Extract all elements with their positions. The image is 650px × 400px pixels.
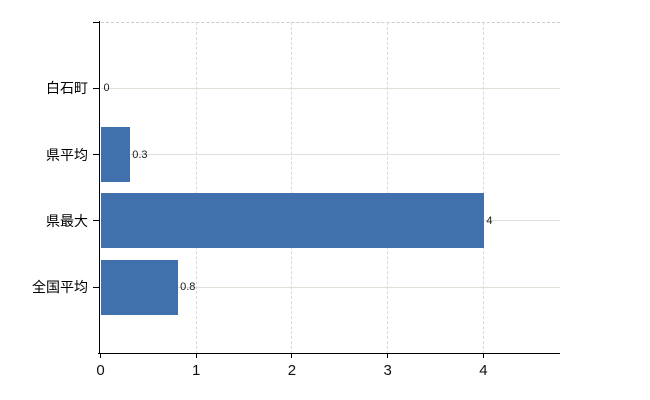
x-tick-label: 1 xyxy=(192,362,201,379)
x-axis-tick xyxy=(195,353,197,358)
y-axis-line xyxy=(99,21,100,354)
x-axis-line xyxy=(97,353,560,354)
category-tick xyxy=(92,220,100,222)
x-axis-tick xyxy=(482,353,484,358)
category-tick xyxy=(92,286,100,288)
h-gridline xyxy=(100,87,560,89)
v-gridline xyxy=(291,22,293,354)
value-label: 0 xyxy=(103,82,110,95)
v-gridline xyxy=(387,22,389,354)
category-label: 全国平均 xyxy=(32,279,88,296)
category-label: 県平均 xyxy=(46,146,88,163)
x-tick-label: 0 xyxy=(96,362,105,379)
category-tick xyxy=(92,87,100,89)
value-label: 4 xyxy=(486,214,493,227)
x-axis-tick xyxy=(100,353,101,358)
h-gridline xyxy=(100,154,560,156)
bar-全国平均 xyxy=(101,259,178,315)
category-label: 県最大 xyxy=(46,212,88,229)
x-tick-label: 2 xyxy=(287,362,297,379)
category-label: 白石町 xyxy=(46,80,88,97)
v-gridline xyxy=(482,22,484,354)
x-tick-label: 3 xyxy=(383,362,392,379)
value-label: 0.3 xyxy=(132,148,148,161)
x-axis-tick xyxy=(291,353,293,358)
category-tick xyxy=(92,154,100,156)
plot-top-border xyxy=(100,21,560,23)
value-label: 0.8 xyxy=(180,281,196,294)
bar-県最大 xyxy=(101,193,484,249)
bar-県平均 xyxy=(101,127,130,183)
x-axis-tick xyxy=(387,353,389,358)
y-axis-top-tick xyxy=(92,21,100,23)
v-gridline xyxy=(195,22,197,354)
x-tick-label: 4 xyxy=(479,362,488,379)
h-gridline xyxy=(100,286,560,288)
